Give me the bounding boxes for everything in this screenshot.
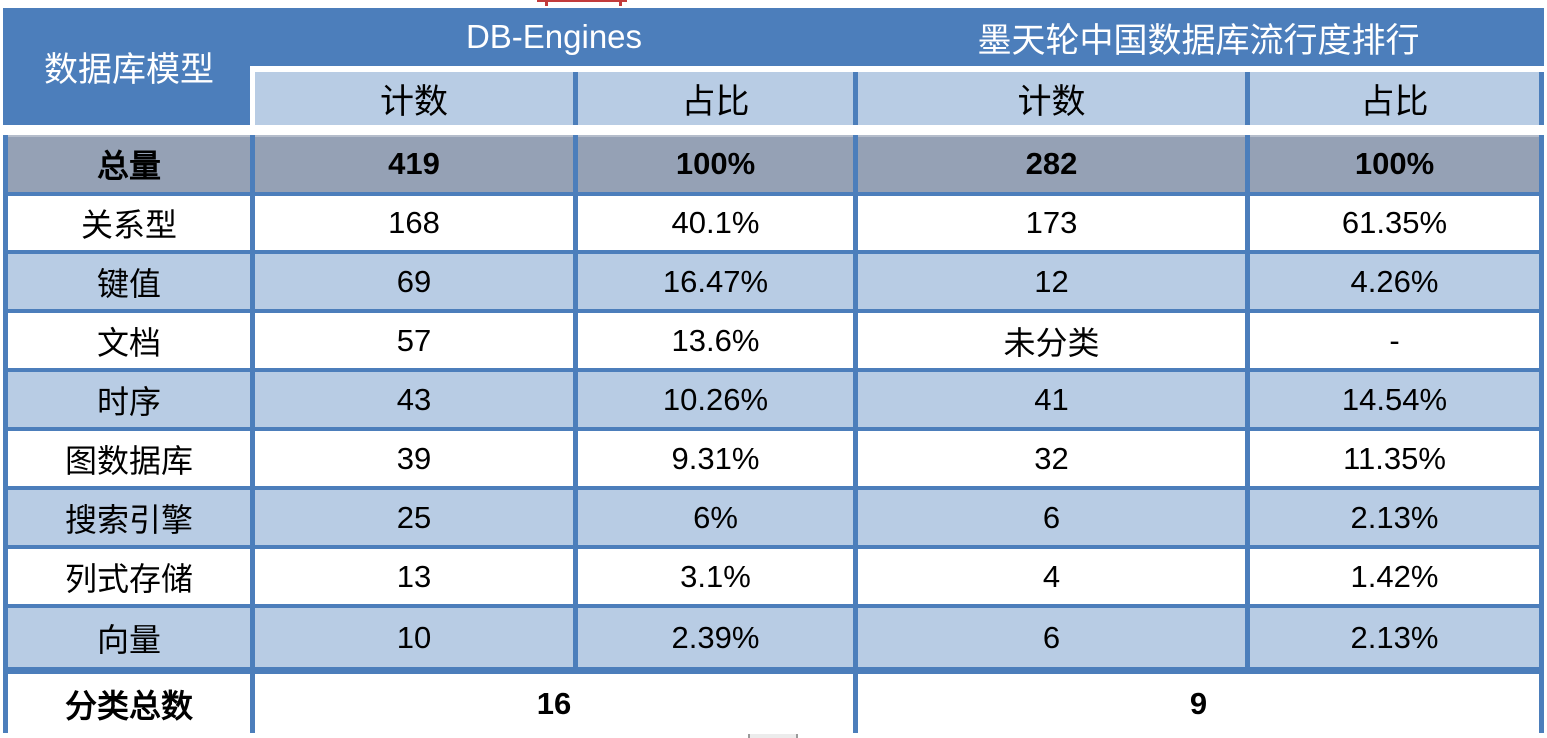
row-label: 列式存储 bbox=[8, 549, 250, 604]
total-db-count: 419 bbox=[255, 135, 573, 192]
database-model-comparison-table: 数据库模型 DB-Engines 墨天轮中国数据库流行度排行 计数 占比 计数 … bbox=[3, 8, 1544, 733]
total-row-label: 总量 bbox=[8, 135, 250, 192]
table-cell: 6 bbox=[858, 608, 1245, 667]
table-cell: 25 bbox=[255, 490, 573, 545]
table-cell: 57 bbox=[255, 313, 573, 368]
table-cell: 6 bbox=[858, 490, 1245, 545]
table-cell: 12 bbox=[858, 254, 1245, 309]
row-label: 时序 bbox=[8, 372, 250, 427]
total-db-pct: 100% bbox=[578, 135, 853, 192]
top-edge-red-artifact-tick bbox=[545, 0, 548, 6]
row-label: 文档 bbox=[8, 313, 250, 368]
summary-db-engines-total: 16 bbox=[255, 674, 853, 733]
row-label: 搜索引擎 bbox=[8, 490, 250, 545]
total-mo-count: 282 bbox=[858, 135, 1245, 192]
table-cell: 2.13% bbox=[1250, 608, 1539, 667]
header-body-white-gap bbox=[3, 125, 1544, 135]
table-cell: 61.35% bbox=[1250, 196, 1539, 250]
row-label: 关系型 bbox=[8, 196, 250, 250]
summary-motianlun-total: 9 bbox=[858, 674, 1539, 733]
table-cell: 69 bbox=[255, 254, 573, 309]
subheader-mo-count: 计数 bbox=[858, 72, 1245, 125]
subheader-db-count: 计数 bbox=[255, 72, 573, 125]
table-cell: 13.6% bbox=[578, 313, 853, 368]
table-cell: 4 bbox=[858, 549, 1245, 604]
table-cell: 43 bbox=[255, 372, 573, 427]
table-cell: 9.31% bbox=[578, 431, 853, 486]
table-cell: 10 bbox=[255, 608, 573, 667]
subheader-mo-pct: 占比 bbox=[1250, 72, 1539, 125]
summary-row-label: 分类总数 bbox=[8, 674, 250, 733]
top-edge-red-artifact bbox=[537, 0, 627, 2]
row-label: 向量 bbox=[8, 608, 250, 667]
bottom-edge-gray-artifact bbox=[748, 734, 798, 738]
table-cell: 39 bbox=[255, 431, 573, 486]
table-cell: 40.1% bbox=[578, 196, 853, 250]
row-label: 键值 bbox=[8, 254, 250, 309]
table-cell: 10.26% bbox=[578, 372, 853, 427]
table-cell: 4.26% bbox=[1250, 254, 1539, 309]
corner-header: 数据库模型 bbox=[8, 8, 250, 125]
table-cell: 168 bbox=[255, 196, 573, 250]
header-white-gap bbox=[250, 66, 1544, 72]
subheader-db-pct: 占比 bbox=[578, 72, 853, 125]
table-cell: 173 bbox=[858, 196, 1245, 250]
table-cell: 1.42% bbox=[1250, 549, 1539, 604]
table-cell: 32 bbox=[858, 431, 1245, 486]
group-header-motianlun: 墨天轮中国数据库流行度排行 bbox=[858, 8, 1539, 66]
table-cell: 6% bbox=[578, 490, 853, 545]
group-header-db-engines: DB-Engines bbox=[255, 8, 853, 66]
table-cell: 16.47% bbox=[578, 254, 853, 309]
table-cell: 41 bbox=[858, 372, 1245, 427]
total-mo-pct: 100% bbox=[1250, 135, 1539, 192]
table-cell: 2.39% bbox=[578, 608, 853, 667]
table-cell: 3.1% bbox=[578, 549, 853, 604]
table-cell: 11.35% bbox=[1250, 431, 1539, 486]
row-label: 图数据库 bbox=[8, 431, 250, 486]
table-cell: 未分类 bbox=[858, 313, 1245, 368]
table-cell: - bbox=[1250, 313, 1539, 368]
top-edge-red-artifact-tick bbox=[619, 0, 622, 6]
subheader-left-white-sliver bbox=[250, 72, 255, 125]
table-cell: 2.13% bbox=[1250, 490, 1539, 545]
table-cell: 14.54% bbox=[1250, 372, 1539, 427]
table-cell: 13 bbox=[255, 549, 573, 604]
